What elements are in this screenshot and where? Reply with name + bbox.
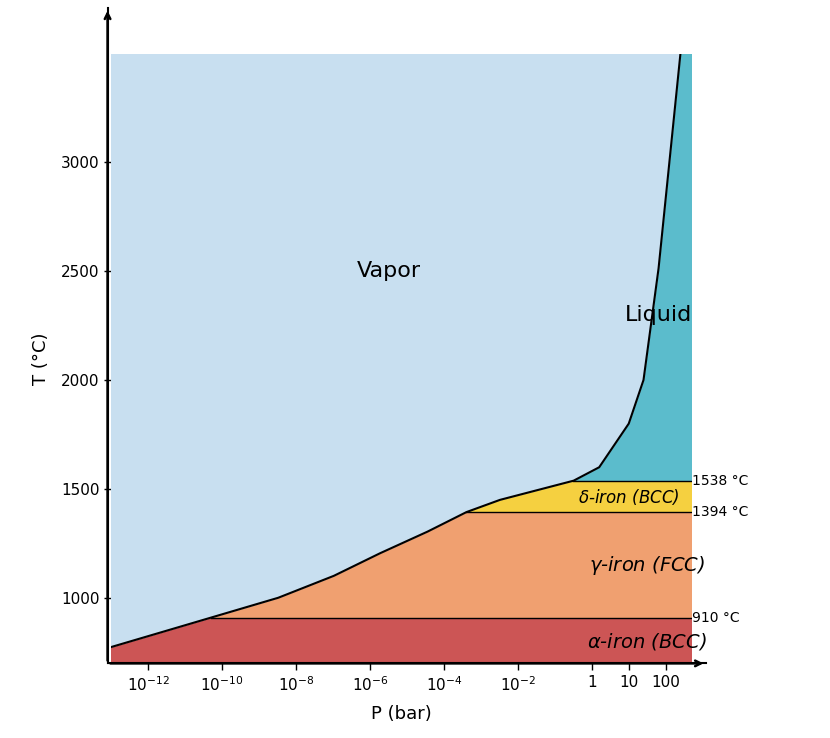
Polygon shape <box>211 512 691 618</box>
Polygon shape <box>100 618 691 663</box>
Text: 910 °C: 910 °C <box>692 610 740 624</box>
Text: $\delta$-iron (BCC): $\delta$-iron (BCC) <box>578 486 680 506</box>
Text: 1538 °C: 1538 °C <box>692 474 749 488</box>
Polygon shape <box>100 54 681 663</box>
Text: $\gamma$-iron (FCC): $\gamma$-iron (FCC) <box>589 554 706 577</box>
Polygon shape <box>466 481 691 512</box>
Text: $\alpha$-iron (BCC): $\alpha$-iron (BCC) <box>588 631 707 652</box>
Y-axis label: T (°C): T (°C) <box>32 332 50 384</box>
X-axis label: P (bar): P (bar) <box>371 705 432 723</box>
Text: 1394 °C: 1394 °C <box>692 506 749 520</box>
Polygon shape <box>574 54 691 481</box>
Text: Vapor: Vapor <box>356 261 421 281</box>
Text: Liquid: Liquid <box>625 305 692 325</box>
